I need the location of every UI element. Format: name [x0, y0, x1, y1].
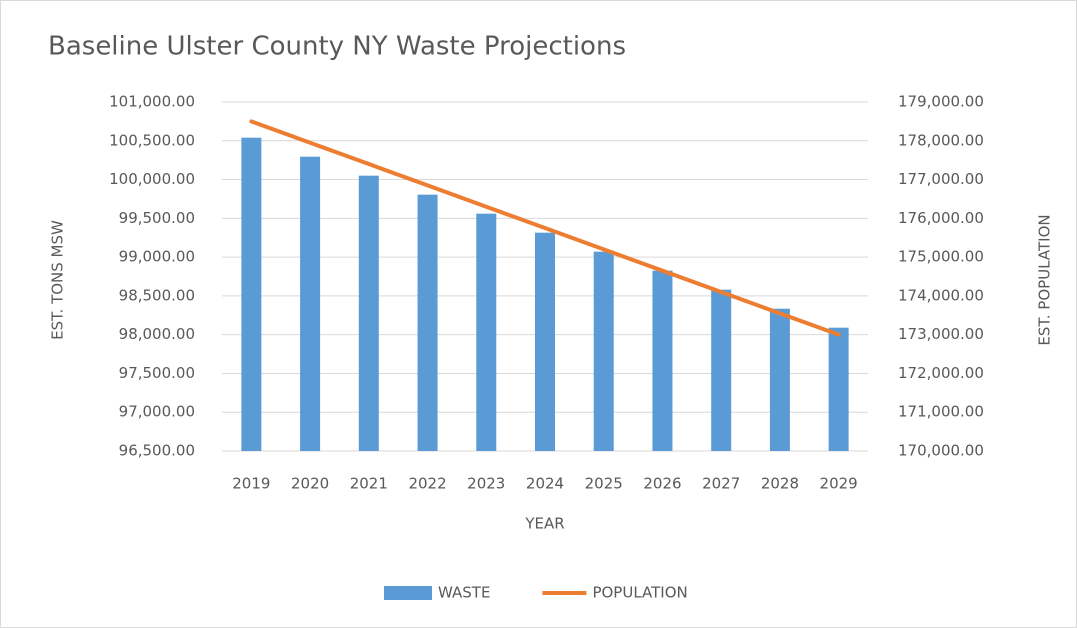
y2-tick-label: 176,000.00 [898, 209, 984, 227]
chart-title: Baseline Ulster County NY Waste Projecti… [48, 32, 626, 62]
x-axis-label: YEAR [524, 515, 564, 533]
y2-tick-label: 174,000.00 [898, 286, 984, 304]
y2-tick-label: 170,000.00 [898, 442, 984, 460]
x-tick-label: 2022 [408, 475, 446, 493]
y2-tick-label: 175,000.00 [898, 248, 984, 266]
y-tick-label: 101,000.00 [109, 93, 195, 111]
x-tick-label: 2020 [291, 475, 329, 493]
y2-axis-label: EST. POPULATION [1036, 214, 1054, 345]
y2-tick-label: 178,000.00 [898, 131, 984, 149]
y-axis-label: EST. TONS MSW [49, 220, 67, 340]
y-tick-label: 97,500.00 [119, 364, 195, 382]
y2-tick-label: 173,000.00 [898, 325, 984, 343]
bar [828, 327, 849, 451]
x-tick-label: 2023 [467, 475, 505, 493]
y-tick-label: 99,000.00 [119, 248, 195, 266]
bar [652, 270, 673, 451]
bar [358, 175, 379, 451]
bar [476, 213, 497, 451]
x-tick-label: 2019 [232, 475, 270, 493]
x-tick-label: 2024 [526, 475, 564, 493]
y2-tick-label: 172,000.00 [898, 364, 984, 382]
x-tick-label: 2025 [585, 475, 623, 493]
bar [769, 308, 790, 451]
y2-tick-label: 177,000.00 [898, 170, 984, 188]
bar [711, 289, 732, 451]
legend-swatch [384, 586, 432, 600]
y-tick-label: 99,500.00 [119, 209, 195, 227]
y-tick-label: 96,500.00 [119, 442, 195, 460]
x-tick-label: 2021 [350, 475, 388, 493]
bar [241, 137, 262, 452]
x-tick-label: 2027 [702, 475, 740, 493]
y-tick-label: 98,000.00 [119, 325, 195, 343]
x-tick-label: 2028 [761, 475, 799, 493]
line [249, 119, 841, 337]
y-tick-label: 100,000.00 [109, 170, 195, 188]
legend-label: WASTE [438, 584, 490, 602]
y-tick-label: 100,500.00 [109, 131, 195, 149]
bar [535, 232, 555, 451]
y-tick-label: 98,500.00 [119, 286, 195, 304]
y-tick-label: 97,000.00 [119, 403, 195, 421]
y2-tick-label: 171,000.00 [898, 403, 984, 421]
x-tick-label: 2026 [643, 475, 681, 493]
x-tick-label: 2029 [820, 475, 858, 493]
legend-label: POPULATION [592, 584, 687, 602]
bar [300, 156, 321, 451]
y2-tick-label: 179,000.00 [898, 93, 984, 111]
bar [593, 251, 614, 451]
bar [417, 194, 438, 451]
